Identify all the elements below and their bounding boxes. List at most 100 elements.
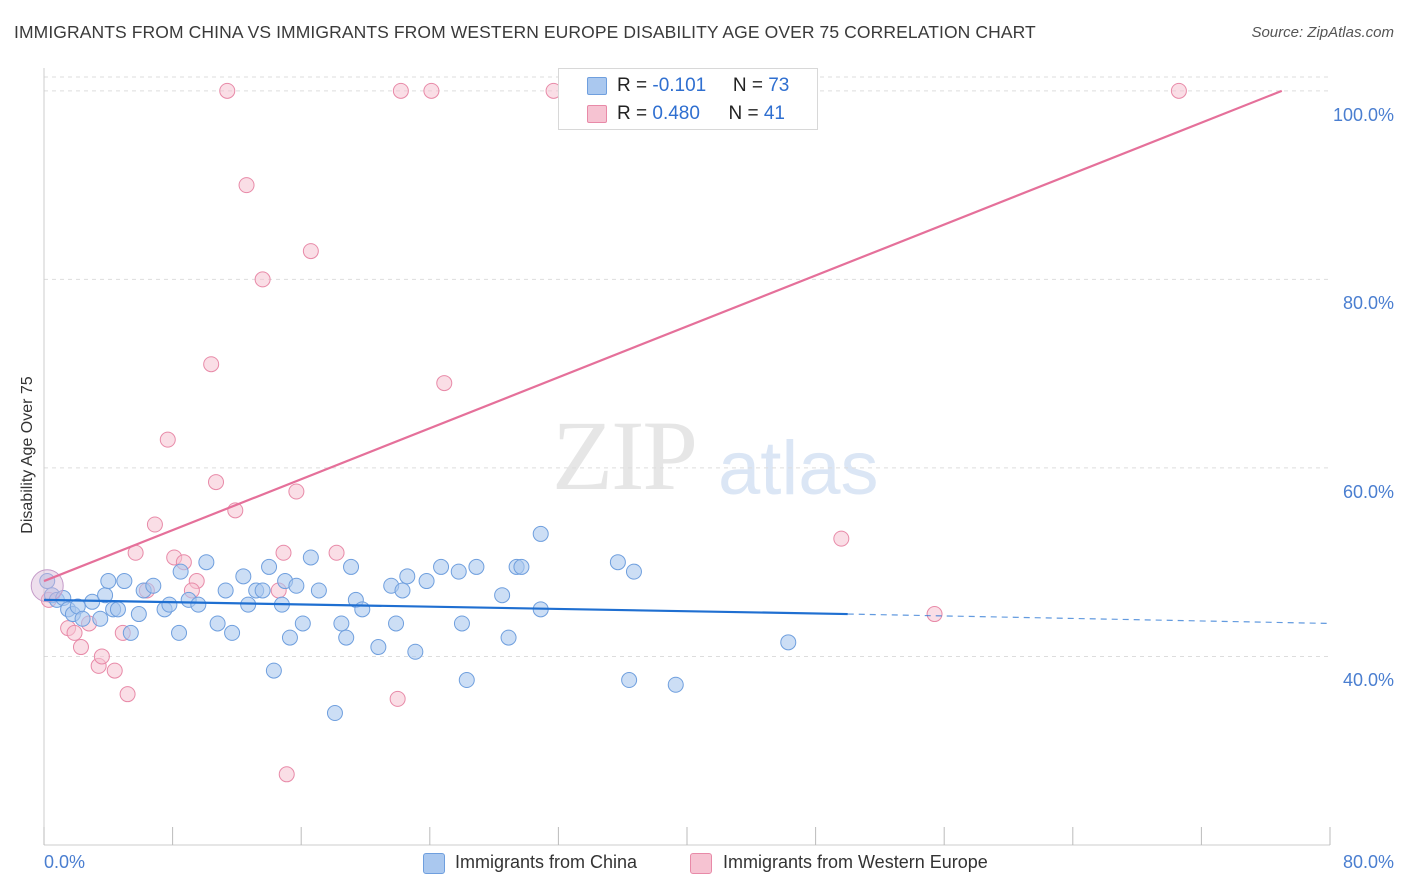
china-point	[494, 587, 511, 604]
y-tick-label: 80.0%	[1342, 293, 1394, 314]
we-point	[238, 177, 255, 194]
we-swatch	[587, 105, 607, 123]
we-point	[302, 243, 319, 260]
china-point	[399, 568, 416, 585]
bottom-legend-we: Immigrants from Western Europe	[723, 852, 988, 872]
china-point	[500, 629, 517, 646]
china-point	[100, 573, 117, 590]
we-point	[72, 639, 89, 656]
china-point	[625, 563, 642, 580]
china-point	[265, 662, 282, 679]
china-point	[172, 563, 189, 580]
china-point	[281, 629, 298, 646]
china-point	[780, 634, 797, 651]
we-point	[219, 82, 236, 99]
china-point	[354, 601, 371, 618]
china-point	[198, 554, 215, 571]
china-point	[407, 643, 424, 660]
china-point	[122, 624, 139, 641]
x-tick-max: 80.0%	[1342, 852, 1394, 872]
china-point	[235, 568, 252, 585]
china-point	[338, 629, 355, 646]
china-point	[326, 705, 343, 722]
r-label: R =	[617, 75, 653, 96]
we-point	[93, 648, 110, 665]
n-label: N =	[732, 75, 769, 96]
we-point	[436, 375, 453, 392]
we-point	[278, 766, 295, 783]
watermark-atlas: atlas	[718, 426, 879, 511]
bottom-legend-china-swatch	[423, 853, 445, 874]
we-point	[392, 82, 409, 99]
chart-title: IMMIGRANTS FROM CHINA VS IMMIGRANTS FROM…	[14, 22, 1036, 42]
china-point	[294, 615, 311, 632]
y-axis-label: Disability Age Over 75	[19, 376, 36, 534]
we-point	[328, 544, 345, 561]
china-point	[418, 573, 435, 590]
we-point	[389, 690, 406, 707]
china-point	[92, 610, 109, 627]
china-point	[453, 615, 470, 632]
china-point	[109, 601, 126, 618]
we-point	[208, 474, 225, 491]
we-point	[159, 431, 176, 448]
y-tick-label: 60.0%	[1342, 481, 1394, 502]
china-point	[450, 563, 467, 580]
n-value: 41	[763, 103, 785, 124]
y-tick-label: 100.0%	[1332, 104, 1394, 125]
watermark-zip: ZIP	[552, 400, 698, 511]
china-point	[171, 624, 188, 641]
china-point	[302, 549, 319, 566]
china-point	[74, 610, 91, 627]
legend-row-we: R = 0.480 N = 41	[617, 103, 785, 125]
china-point	[209, 615, 226, 632]
china-point	[217, 582, 234, 599]
legend-row-china: R = -0.101 N = 73	[617, 75, 789, 97]
y-tick-label: 40.0%	[1342, 670, 1394, 691]
china-trend-line	[43, 598, 848, 616]
china-point	[161, 596, 178, 613]
r-value: -0.101	[652, 75, 707, 96]
china-point	[468, 558, 485, 575]
r-label: R =	[617, 103, 653, 124]
china-point	[370, 639, 387, 656]
china-point	[343, 558, 360, 575]
china-point	[288, 577, 305, 594]
source-label: Source: ZipAtlas.com	[1251, 24, 1394, 41]
china-point	[333, 615, 350, 632]
n-value: 73	[768, 75, 790, 96]
we-trend-line	[43, 89, 1283, 583]
china-point	[394, 582, 411, 599]
china-trend-extension	[847, 613, 1331, 625]
we-point	[423, 82, 440, 99]
china-point	[458, 672, 475, 689]
china-point	[513, 558, 530, 575]
china-point	[532, 525, 549, 542]
we-point	[926, 606, 943, 623]
china-point	[621, 672, 638, 689]
r-value: 0.480	[652, 103, 700, 124]
china-swatch	[587, 77, 607, 95]
bottom-legend-china: Immigrants from China	[455, 852, 638, 872]
we-point	[203, 356, 220, 373]
we-point	[833, 530, 850, 547]
we-point	[288, 483, 305, 500]
china-point	[667, 676, 684, 693]
we-point	[254, 271, 271, 288]
we-point	[1170, 82, 1187, 99]
bottom-legend-we-swatch	[690, 853, 712, 874]
china-point	[145, 577, 162, 594]
china-point	[116, 573, 133, 590]
n-label: N =	[728, 103, 764, 124]
correlation-legend: R = -0.101 N = 73 R = 0.480 N = 41	[558, 68, 818, 130]
china-point	[310, 582, 327, 599]
we-point	[275, 544, 292, 561]
china-point	[224, 624, 241, 641]
x-tick-min: 0.0%	[44, 852, 86, 872]
china-point	[130, 606, 147, 623]
china-point	[254, 582, 271, 599]
china-point	[388, 615, 405, 632]
we-point	[66, 624, 83, 641]
china-point	[190, 596, 207, 613]
